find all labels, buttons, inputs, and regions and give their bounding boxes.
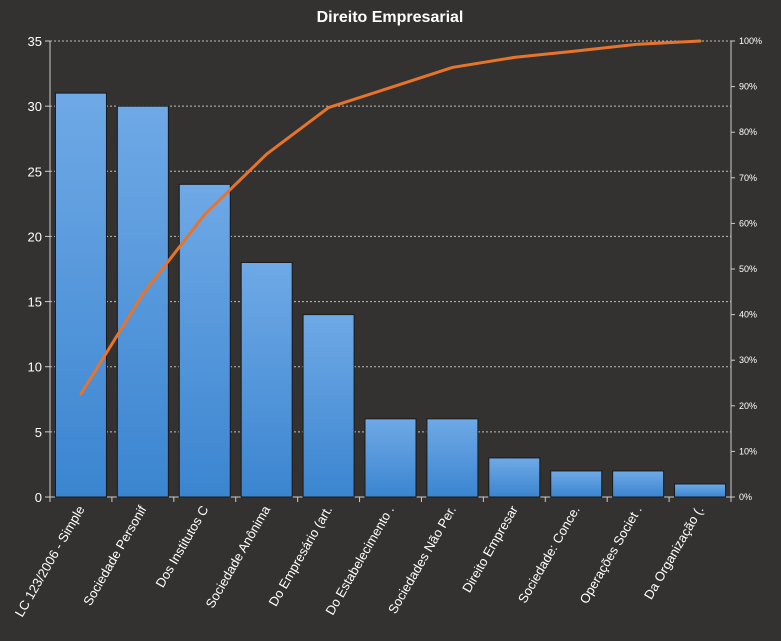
bar: [116, 105, 169, 498]
bar: [426, 418, 479, 498]
bar-series: [54, 92, 727, 498]
x-tick-label: Do Empresário (art.: [265, 503, 335, 609]
y2-tick-label: 10%: [739, 446, 757, 456]
x-tick-label: Do Estabelecimento .: [322, 503, 397, 618]
x-tick-label: Da Organização (.: [641, 503, 707, 602]
bar: [612, 470, 665, 498]
y-tick-label: 10: [28, 360, 42, 375]
x-tick-label: LC 123/2006 - Simple: [12, 503, 88, 619]
cumulative-line: [79, 39, 702, 396]
y2-tick-label: 70%: [739, 173, 757, 183]
y2-tick-label: 90%: [739, 82, 757, 92]
y-tick-label: 30: [28, 99, 42, 114]
y-tick-label: 20: [28, 229, 42, 244]
bar: [674, 483, 727, 498]
y2-tick-label: 50%: [739, 264, 757, 274]
y2-axis-ticks: 0% 10% 20% 30% 40% 50% 60% 70% 80% 90% 100%: [739, 36, 762, 502]
y2-tick-label: 100%: [739, 36, 762, 46]
x-tick-label: Sociedade Anônima: [202, 502, 273, 610]
chart-title: Direito Empresarial: [317, 9, 464, 26]
bar: [302, 314, 355, 498]
y2-tick-label: 30%: [739, 355, 757, 365]
bar: [364, 418, 417, 498]
y2-tick-label: 20%: [739, 401, 757, 411]
x-tick-label: Sociedades Não Per.: [385, 503, 459, 616]
x-tick-label: Sociedade Personif: [80, 503, 150, 608]
x-tick-label: Direito Empresar: [459, 502, 521, 595]
y2-tick-label: 40%: [739, 310, 757, 320]
y2-tick-label: 80%: [739, 127, 757, 137]
bar: [240, 261, 293, 498]
y2-tick-label: 0%: [739, 492, 752, 502]
y-tick-label: 35: [28, 34, 42, 49]
x-tick-label: Operações Societ .: [576, 503, 644, 606]
bar: [54, 92, 107, 498]
cumulative-line-series: [79, 39, 702, 396]
bar: [488, 457, 541, 498]
y-tick-label: 0: [35, 490, 42, 505]
bar: [178, 183, 231, 498]
y2-tick-label: 60%: [739, 218, 757, 228]
bar: [550, 470, 603, 498]
x-tick-label: Sociedade: Conce.: [515, 503, 583, 606]
x-tick-label: Dos Institutos C: [152, 503, 211, 590]
y-tick-label: 15: [28, 295, 42, 310]
y-tick-label: 5: [35, 425, 42, 440]
y-axis-ticks: 0 5 10 15 20 25 30 35: [28, 34, 42, 505]
y-tick-label: 25: [28, 164, 42, 179]
